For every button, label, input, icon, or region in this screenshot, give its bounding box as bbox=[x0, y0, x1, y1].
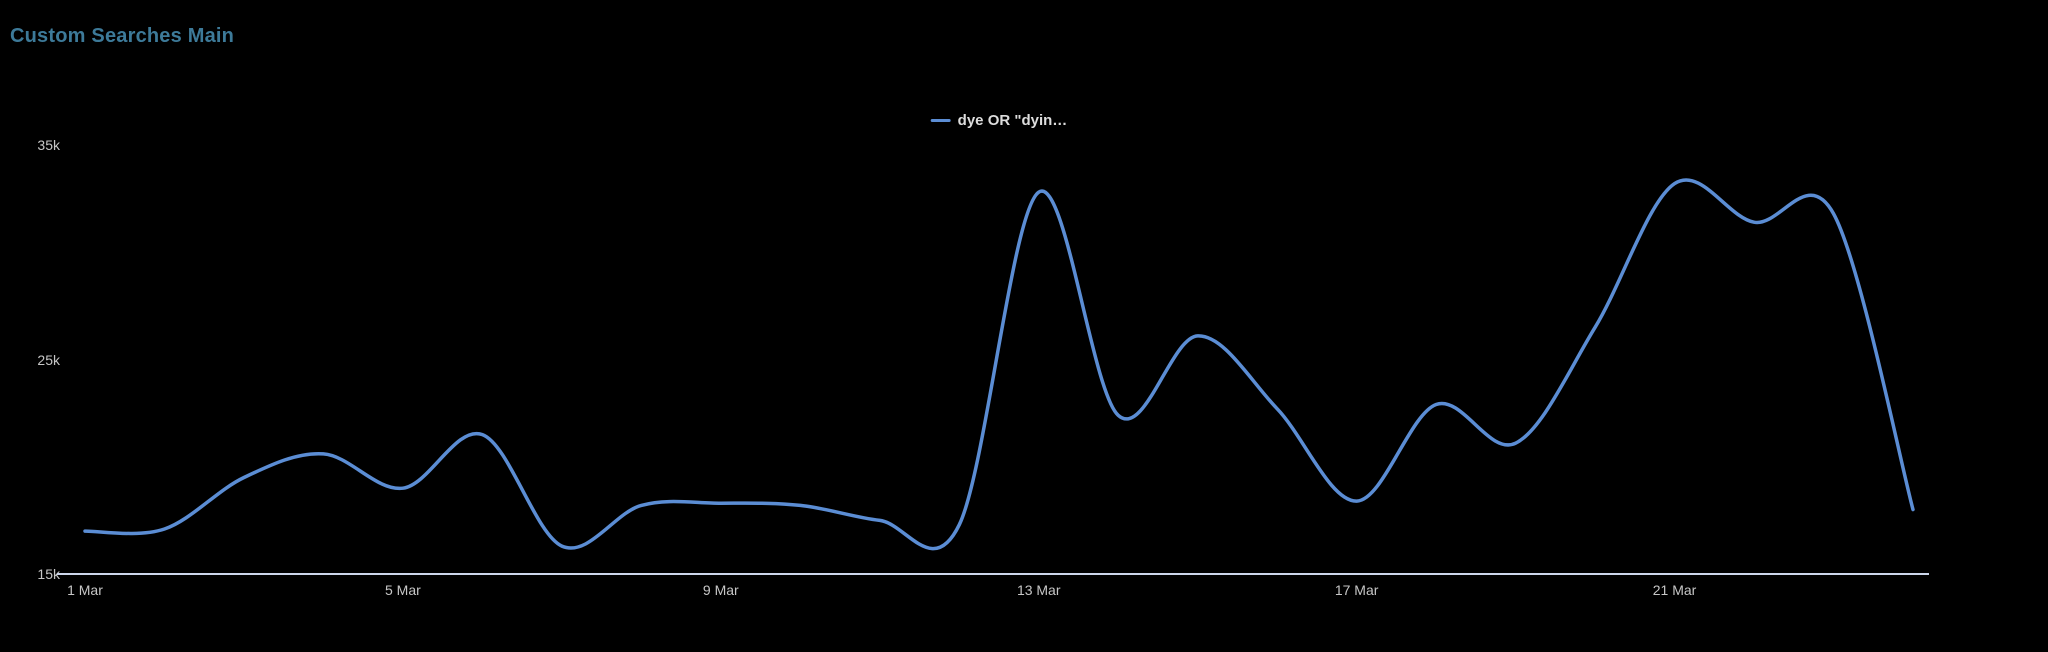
x-axis-tick-label: 9 Mar bbox=[702, 582, 739, 598]
x-axis-tick-label: 13 Mar bbox=[1016, 582, 1061, 598]
y-axis-tick-label: 25k bbox=[37, 351, 60, 368]
x-axis-line bbox=[57, 573, 1929, 575]
legend-item[interactable]: dye OR "dyin… bbox=[930, 112, 1068, 129]
legend-label: dye OR "dyin… bbox=[957, 112, 1068, 129]
x-axis-tick-label: 5 Mar bbox=[385, 582, 421, 598]
y-axis-tick-label: 15k bbox=[37, 566, 60, 582]
legend-line-marker bbox=[930, 119, 951, 122]
series-line bbox=[83, 178, 1915, 551]
y-axis-tick-label: 35k bbox=[37, 137, 60, 153]
chart-title: Custom Searches Main bbox=[10, 25, 235, 47]
x-axis-tick-label: 17 Mar bbox=[1334, 582, 1379, 598]
x-axis-tick-label: 1 Mar bbox=[67, 582, 103, 598]
x-axis-tick-label: 21 Mar bbox=[1652, 582, 1697, 598]
